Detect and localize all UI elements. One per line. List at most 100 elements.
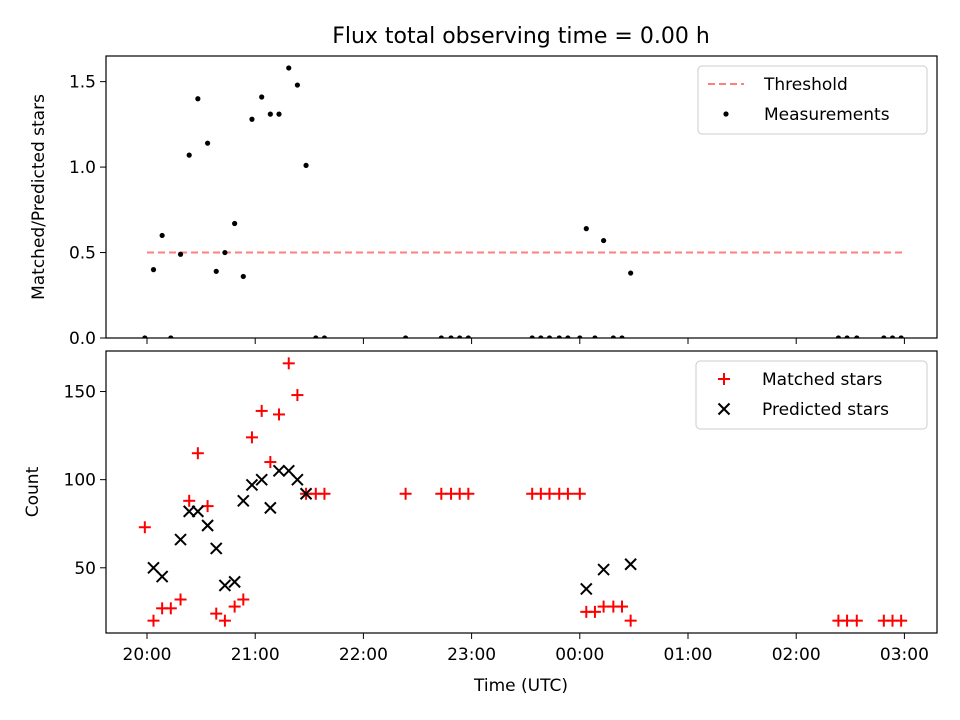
measurement-point	[628, 270, 634, 276]
y-tick-label: 1.5	[69, 73, 96, 93]
predicted-star-point	[174, 533, 187, 546]
plot-marks	[142, 65, 905, 338]
predicted-star-point	[237, 494, 250, 508]
predicted-star-point	[228, 575, 241, 589]
predicted-star-point	[191, 505, 205, 518]
measurement-point	[565, 335, 571, 338]
measurement-point	[438, 335, 444, 338]
measurement-point	[267, 111, 273, 117]
matched-star-point	[318, 487, 331, 500]
measurement-point	[204, 140, 211, 146]
matched-star-point	[615, 600, 628, 613]
x-tick-label: 00:00	[555, 645, 604, 665]
predicted-star-point	[580, 582, 593, 596]
predicted-star-point	[201, 519, 214, 532]
legend: Matched stars Predicted stars	[695, 360, 928, 430]
predicted-star-point	[245, 478, 259, 492]
measurement-point	[844, 335, 850, 338]
measurement-point	[538, 335, 544, 338]
legend-label: Threshold	[763, 75, 848, 95]
matched-star-point	[462, 487, 475, 500]
measurement-point	[240, 273, 246, 280]
measurement-point	[529, 335, 535, 338]
matched-star-point	[264, 456, 277, 469]
y-tick-label: 100	[64, 471, 96, 491]
matched-star-point	[850, 614, 863, 627]
y-tick-label: 0.0	[69, 329, 96, 349]
measurement-point	[619, 335, 625, 338]
matched-star-point	[573, 487, 586, 500]
legend-label: Measurements	[764, 105, 890, 125]
matched-star-point	[174, 593, 187, 606]
measurement-point	[313, 335, 319, 338]
predicted-star-point	[597, 563, 610, 576]
chart-title: Flux total observing time = 0.00 h	[332, 24, 710, 49]
measurement-point	[601, 237, 607, 244]
measurement-point	[592, 335, 598, 338]
measurement-point	[889, 335, 896, 338]
bottom-axes: 50 100 150 20:00 21:00 22:00 23:00 00:00 01:00 02…	[23, 350, 938, 665]
legend-measurements-swatch	[723, 111, 729, 117]
measurement-point	[159, 232, 165, 239]
measurement-point	[402, 335, 409, 338]
measurement-point	[195, 96, 201, 102]
x-tick-label: 22:00	[339, 645, 388, 665]
x-tick-label: 03:00	[880, 645, 929, 665]
measurement-point	[577, 335, 583, 338]
measurement-point	[232, 220, 238, 227]
measurement-point	[276, 111, 282, 117]
y-tick-label: 50	[74, 559, 96, 579]
measurement-point	[465, 335, 471, 338]
legend-predicted-swatch	[717, 402, 731, 416]
measurement-point	[294, 82, 300, 88]
matched-star-point	[255, 404, 268, 417]
matched-star-point	[201, 500, 214, 513]
matched-star-point	[291, 389, 304, 402]
measurement-point	[222, 249, 228, 256]
measurement-point	[546, 335, 553, 338]
measurement-point	[177, 251, 184, 257]
predicted-star-point	[291, 473, 304, 486]
measurement-point	[881, 335, 887, 338]
predicted-star-point	[264, 501, 277, 515]
predicted-star-point	[299, 487, 313, 500]
matched-star-point	[183, 494, 196, 507]
measurement-point	[835, 335, 841, 338]
legend-box	[697, 65, 928, 135]
top-axes: 0.0 0.5 1.0 1.5 Matched/Predicted stars Thres…	[29, 55, 938, 349]
matched-star-point	[147, 614, 160, 627]
measurement-point	[610, 335, 616, 338]
x-tick-label: 20:00	[123, 645, 172, 665]
measurement-point	[249, 116, 255, 122]
legend-box	[695, 360, 928, 430]
y-axis-label: Matched/Predicted stars	[29, 94, 49, 300]
matched-star-point	[237, 593, 250, 606]
measurement-point	[286, 65, 292, 71]
x-tick-label: 21:00	[231, 645, 280, 665]
predicted-star-point	[155, 570, 169, 583]
measurement-point	[259, 94, 265, 100]
measurement-point	[556, 335, 562, 338]
y-tick-label: 150	[64, 383, 96, 403]
matched-star-point	[164, 602, 177, 615]
matched-star-point	[245, 431, 258, 444]
matched-star-point	[624, 614, 637, 627]
matched-star-point	[561, 487, 574, 500]
legend-label: Matched stars	[762, 370, 882, 390]
matched-star-point	[138, 521, 151, 534]
legend-label: Predicted stars	[762, 400, 889, 420]
y-axis-label: Count	[23, 466, 43, 517]
predicted-star-point	[624, 558, 637, 571]
predicted-star-point	[210, 542, 223, 555]
measurement-point	[583, 226, 589, 232]
measurement-point	[321, 335, 328, 338]
x-tick-label: 02:00	[772, 645, 821, 665]
x-tick-label: 23:00	[447, 645, 496, 665]
measurement-point	[186, 152, 192, 158]
matched-star-point	[218, 614, 231, 627]
measurement-point	[854, 335, 860, 338]
measurement-point	[448, 335, 454, 338]
measurement-point	[150, 267, 157, 273]
matched-star-point	[273, 408, 286, 421]
